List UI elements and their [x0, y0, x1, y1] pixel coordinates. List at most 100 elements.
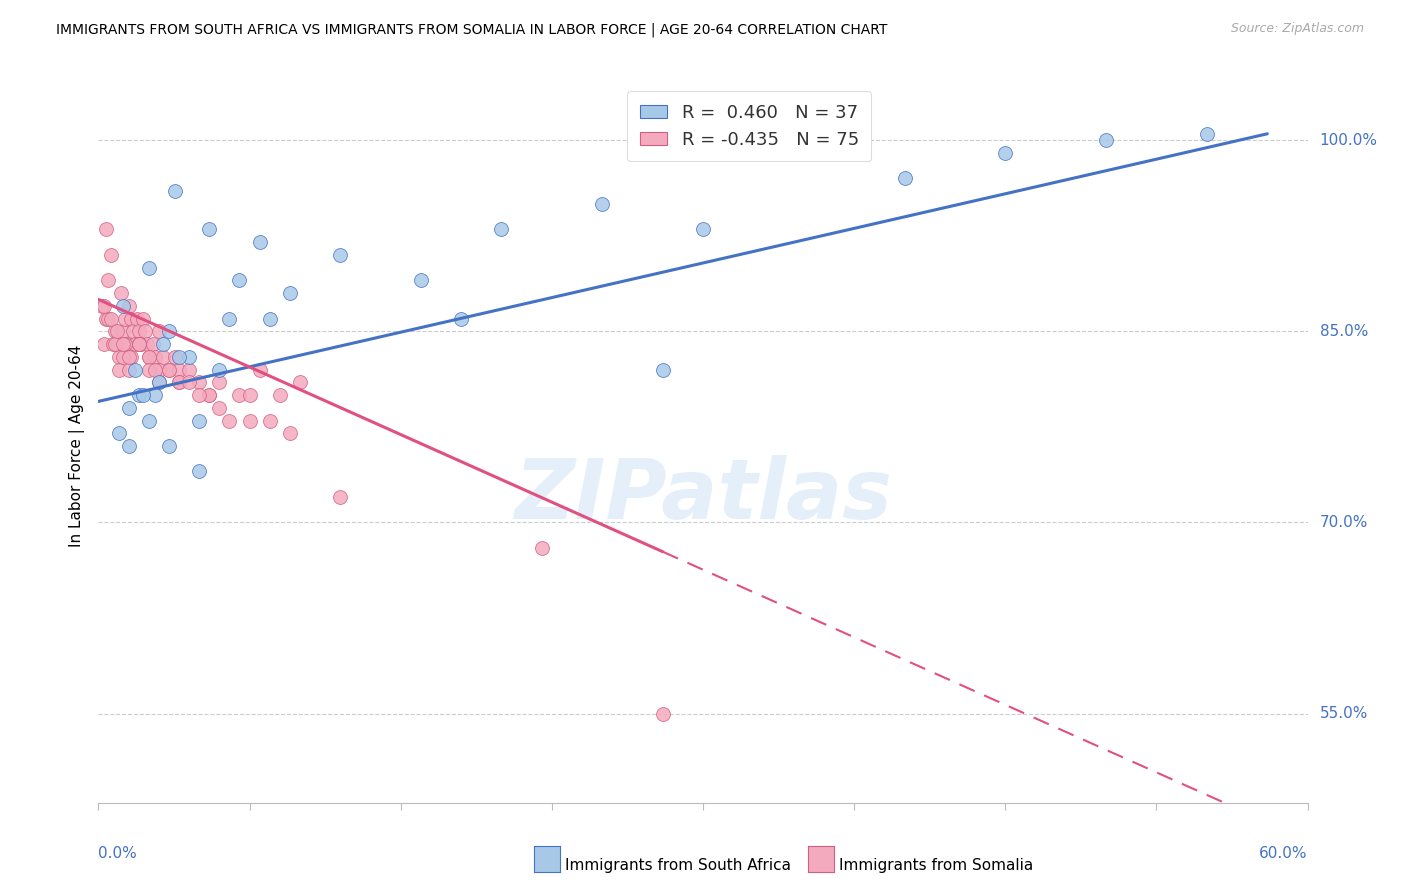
Point [111, 337, 134, 351]
Text: 70.0%: 70.0% [1320, 515, 1368, 530]
Point [218, 311, 240, 326]
Point [132, 388, 155, 402]
Point [128, 324, 150, 338]
Point [118, 362, 141, 376]
Point [188, 465, 211, 479]
Point [530, 541, 553, 555]
Point [259, 311, 281, 326]
Point [143, 362, 166, 376]
Point [179, 376, 201, 390]
Point [167, 362, 190, 376]
Point [163, 184, 186, 198]
Point [115, 337, 138, 351]
Text: ZIPatlas: ZIPatlas [515, 456, 891, 536]
Point [93, 337, 115, 351]
Point [148, 376, 170, 390]
Point [269, 388, 291, 402]
Point [228, 273, 250, 287]
Point [96, 222, 118, 236]
Text: Immigrants from South Africa: Immigrants from South Africa [565, 858, 792, 872]
Point [188, 413, 211, 427]
Point [329, 490, 352, 504]
Point [100, 248, 122, 262]
Point [103, 337, 125, 351]
Point [125, 311, 148, 326]
Point [198, 388, 221, 402]
Point [218, 413, 240, 427]
Point [591, 197, 613, 211]
Point [249, 362, 271, 376]
Point [107, 362, 129, 376]
Point [491, 222, 513, 236]
Point [148, 324, 170, 338]
Point [409, 273, 432, 287]
Point [118, 350, 141, 364]
Point [1195, 127, 1218, 141]
Point [163, 350, 186, 364]
Legend: R =  0.460   N = 37, R = -0.435   N = 75: R = 0.460 N = 37, R = -0.435 N = 75 [627, 91, 872, 161]
Text: IMMIGRANTS FROM SOUTH AFRICA VS IMMIGRANTS FROM SOMALIA IN LABOR FORCE | AGE 20-: IMMIGRANTS FROM SOUTH AFRICA VS IMMIGRAN… [56, 22, 887, 37]
Point [114, 337, 136, 351]
Point [132, 311, 155, 326]
Point [249, 235, 271, 249]
Point [179, 362, 201, 376]
Point [128, 337, 150, 351]
Text: Immigrants from Somalia: Immigrants from Somalia [839, 858, 1033, 872]
Point [120, 350, 142, 364]
Point [128, 388, 150, 402]
Point [121, 324, 143, 338]
Point [111, 350, 134, 364]
Point [120, 311, 142, 326]
Point [103, 324, 125, 338]
Point [138, 362, 160, 376]
Point [167, 376, 190, 390]
Point [148, 362, 170, 376]
Point [157, 362, 180, 376]
Point [105, 324, 128, 338]
Point [111, 299, 134, 313]
Point [167, 376, 190, 390]
Y-axis label: In Labor Force | Age 20-64: In Labor Force | Age 20-64 [69, 345, 84, 547]
Text: 0.0%: 0.0% [98, 846, 138, 861]
Point [129, 337, 152, 351]
Text: 85.0%: 85.0% [1320, 324, 1368, 339]
Point [188, 388, 211, 402]
Point [118, 439, 141, 453]
Point [138, 260, 160, 275]
Point [450, 311, 472, 326]
Point [138, 413, 160, 427]
Point [259, 413, 281, 427]
Point [93, 299, 115, 313]
Point [278, 286, 301, 301]
Point [114, 311, 136, 326]
Point [143, 350, 166, 364]
Point [142, 337, 165, 351]
Point [118, 299, 141, 313]
Point [97, 311, 120, 326]
Text: 60.0%: 60.0% [1260, 846, 1308, 861]
Point [167, 350, 190, 364]
Point [1095, 133, 1118, 147]
Point [198, 388, 221, 402]
Point [97, 273, 120, 287]
Point [893, 171, 915, 186]
Point [101, 337, 124, 351]
Point [138, 350, 160, 364]
Point [118, 401, 141, 415]
Point [111, 324, 134, 338]
Point [157, 362, 180, 376]
Point [239, 388, 262, 402]
Point [100, 311, 122, 326]
Text: 100.0%: 100.0% [1320, 133, 1378, 148]
Point [994, 145, 1017, 160]
Point [179, 350, 201, 364]
Point [278, 426, 301, 441]
Point [228, 388, 250, 402]
Point [157, 439, 180, 453]
Point [239, 413, 262, 427]
Point [128, 337, 150, 351]
Text: 55.0%: 55.0% [1320, 706, 1368, 721]
Point [198, 222, 221, 236]
Point [157, 324, 180, 338]
Point [124, 337, 146, 351]
